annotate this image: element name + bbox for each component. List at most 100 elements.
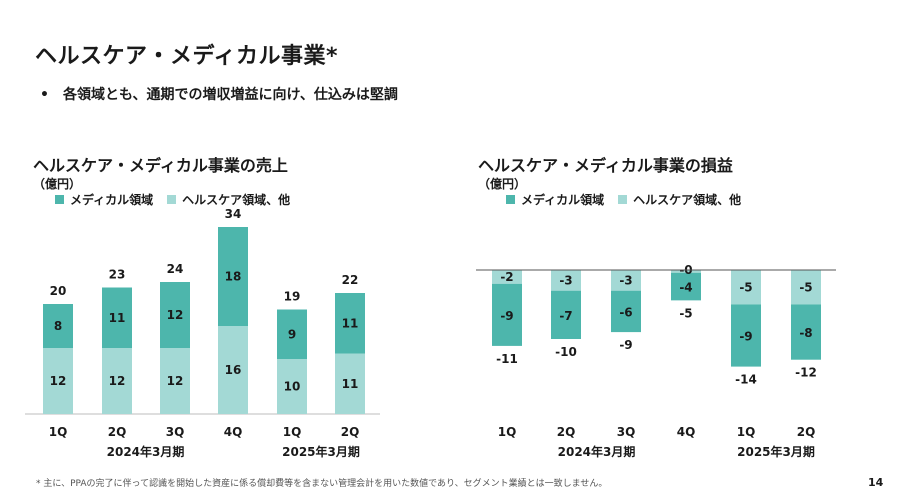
profit-label-medical: -8	[799, 326, 812, 340]
sales-bar-healthcare	[160, 348, 190, 414]
profit-label-healthcare: -3	[619, 273, 632, 287]
profit-chart-unit: （億円）	[478, 177, 527, 191]
profit-total-label: -10	[555, 345, 577, 359]
profit-bar-healthcare	[611, 270, 641, 291]
profit-label-medical: -4	[679, 281, 692, 295]
sales-total-label: 22	[342, 273, 359, 287]
sales-label-healthcare: 11	[342, 377, 359, 391]
sales-bar-healthcare	[277, 359, 307, 414]
sales-label-healthcare: 16	[225, 363, 242, 377]
sales-label-medical: 11	[342, 316, 359, 330]
sales-total-label: 19	[284, 290, 301, 304]
profit-bar-healthcare	[551, 270, 581, 291]
sales-label-healthcare: 12	[109, 374, 126, 388]
sales-label-medical: 12	[167, 308, 184, 322]
legend-label-healthcare: ヘルスケア領域、他	[633, 193, 742, 207]
sales-category-label: 2Q	[341, 425, 360, 439]
legend-medical: メディカル領域	[55, 191, 153, 208]
profit-label-healthcare: -5	[799, 280, 812, 294]
profit-group-label: 2025年3月期	[737, 444, 815, 459]
summary-bullet-text: 各領域とも、通期での増収増益に向け、仕込みは堅調	[62, 87, 398, 103]
profit-category-label: 3Q	[617, 425, 636, 439]
sales-group-label: 2025年3月期	[282, 444, 360, 459]
sales-bar-healthcare	[102, 348, 132, 414]
profit-label-healthcare: -2	[500, 270, 513, 284]
sales-label-medical: 11	[109, 311, 126, 325]
sales-label-medical: 9	[288, 327, 296, 341]
profit-total-label: -9	[619, 338, 632, 352]
profit-bar-medical	[731, 304, 761, 367]
sales-bar-medical	[218, 227, 248, 326]
profit-chart-legend: メディカル領域 ヘルスケア領域、他	[506, 191, 741, 208]
legend-healthcare: ヘルスケア領域、他	[618, 191, 741, 208]
profit-label-medical: -9	[739, 330, 752, 344]
sales-total-label: 34	[225, 207, 242, 221]
sales-label-healthcare: 10	[284, 380, 301, 394]
sales-bar-medical	[43, 304, 73, 348]
legend-label-healthcare: ヘルスケア領域、他	[182, 193, 291, 207]
profit-group-label: 2024年3月期	[558, 444, 636, 459]
profit-total-label: -14	[735, 373, 757, 387]
legend-label-medical: メディカル領域	[70, 193, 154, 207]
sales-label-healthcare: 12	[167, 374, 184, 388]
summary-bullet: • 各領域とも、通期での増収増益に向け、仕込みは堅調	[40, 87, 398, 103]
profit-category-label: 1Q	[498, 425, 517, 439]
sales-chart-unit: （億円）	[33, 177, 82, 191]
profit-bar-medical	[551, 290, 581, 339]
sales-label-medical: 18	[225, 270, 242, 284]
page-number: 14	[868, 476, 884, 489]
profit-category-label: 1Q	[737, 425, 756, 439]
profit-label-medical: -6	[619, 305, 632, 319]
sales-label-healthcare: 12	[50, 374, 67, 388]
sales-category-label: 3Q	[166, 425, 185, 439]
sales-bar-medical	[277, 309, 307, 359]
sales-bar-medical	[335, 293, 365, 354]
legend-medical: メディカル領域	[506, 191, 604, 208]
sales-category-label: 4Q	[224, 425, 243, 439]
profit-bar-healthcare	[492, 270, 522, 284]
sales-total-label: 20	[50, 284, 67, 298]
sales-bar-medical	[102, 287, 132, 348]
sales-chart-title: ヘルスケア・メディカル事業の売上	[33, 156, 288, 175]
sales-total-label: 23	[109, 268, 126, 282]
profit-label-healthcare: -5	[739, 280, 752, 294]
sales-bar-healthcare	[218, 326, 248, 414]
profit-chart-title: ヘルスケア・メディカル事業の損益	[478, 156, 733, 175]
page-title: ヘルスケア・メディカル事業*	[35, 44, 338, 69]
sales-category-label: 1Q	[283, 425, 302, 439]
profit-label-healthcare: -3	[559, 273, 572, 287]
sales-bar-medical	[160, 282, 190, 348]
profit-total-label: -5	[679, 306, 692, 320]
profit-category-label: 2Q	[557, 425, 576, 439]
sales-bar-healthcare	[43, 348, 73, 414]
footnote: * 主に、PPAの完了に伴って認識を開始した資産に係る償却費等を含まない管理会計…	[36, 479, 608, 489]
profit-category-label: 2Q	[797, 425, 816, 439]
sales-label-medical: 8	[54, 319, 62, 333]
sales-bar-healthcare	[335, 353, 365, 414]
profit-bar-medical	[492, 283, 522, 346]
legend-swatch-healthcare	[167, 195, 177, 204]
legend-swatch-medical	[55, 195, 64, 204]
profit-bar-medical	[791, 304, 821, 360]
legend-healthcare: ヘルスケア領域、他	[167, 191, 290, 208]
sales-total-label: 24	[167, 262, 184, 276]
legend-swatch-medical	[506, 195, 515, 204]
sales-chart-legend: メディカル領域 ヘルスケア領域、他	[55, 191, 290, 208]
profit-label-medical: -9	[500, 309, 513, 323]
legend-label-medical: メディカル領域	[521, 193, 605, 207]
profit-category-label: 4Q	[677, 425, 696, 439]
profit-bar-medical	[671, 272, 701, 301]
sales-category-label: 2Q	[108, 425, 127, 439]
legend-swatch-healthcare	[618, 195, 628, 204]
profit-label-medical: -7	[559, 309, 572, 323]
profit-total-label: -11	[496, 352, 518, 366]
profit-bar-healthcare	[731, 270, 761, 305]
profit-bar-medical	[611, 290, 641, 333]
sales-category-label: 1Q	[49, 425, 68, 439]
profit-bar-healthcare	[791, 270, 821, 305]
profit-bar-healthcare	[671, 270, 701, 273]
sales-group-label: 2024年3月期	[107, 444, 185, 459]
profit-total-label: -12	[795, 366, 817, 380]
